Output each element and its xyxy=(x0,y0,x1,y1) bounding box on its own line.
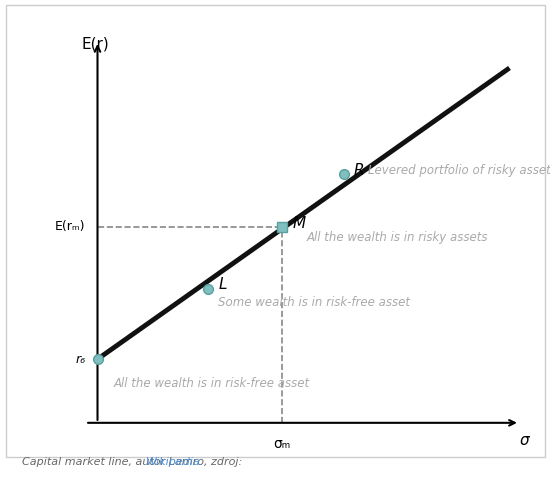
Text: Levered portfolio of risky assets: Levered portfolio of risky assets xyxy=(368,164,550,176)
Text: σₘ: σₘ xyxy=(273,437,290,451)
Text: L: L xyxy=(218,278,227,293)
Text: Capital market line, autor Lamro, zdroj:: Capital market line, autor Lamro, zdroj: xyxy=(22,456,246,467)
Text: r₆: r₆ xyxy=(75,353,85,365)
Text: Some wealth is in risk-free asset: Some wealth is in risk-free asset xyxy=(218,296,410,309)
Text: E(rₘ): E(rₘ) xyxy=(54,220,85,233)
Text: E(r): E(r) xyxy=(81,36,109,52)
Text: M: M xyxy=(292,216,305,231)
Text: All the wealth is in risky assets: All the wealth is in risky assets xyxy=(306,231,488,244)
Text: σ: σ xyxy=(519,434,529,449)
Text: Wikipedia.: Wikipedia. xyxy=(146,456,204,467)
Text: All the wealth is in risk-free asset: All the wealth is in risk-free asset xyxy=(114,378,310,390)
Text: R: R xyxy=(354,163,364,177)
